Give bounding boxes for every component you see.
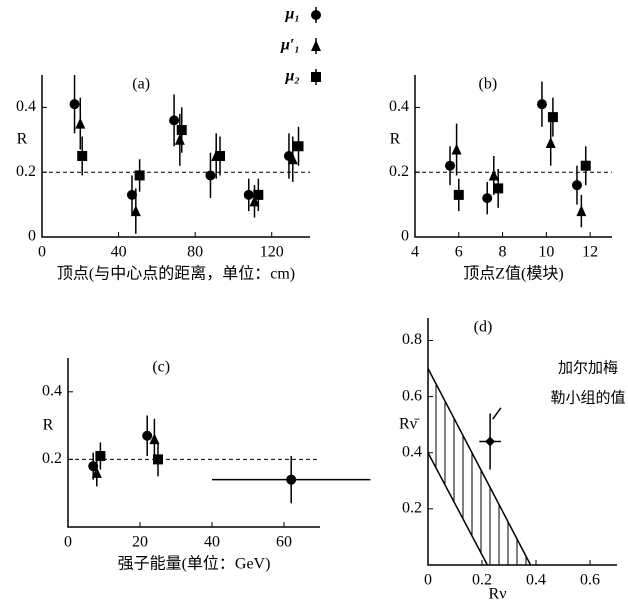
- marker: [482, 193, 493, 204]
- y-tick-label: 0.8: [402, 331, 422, 348]
- legend-label: μ′₁: [280, 37, 300, 54]
- marker: [536, 99, 547, 110]
- y-tick-label: 0.2: [389, 163, 409, 180]
- x-axis-label: 强子能量(单位：GeV): [118, 555, 271, 573]
- band-edge: [427, 452, 489, 566]
- marker: [445, 160, 456, 171]
- panel-label: (a): [132, 76, 150, 93]
- marker: [451, 143, 462, 155]
- legend-label: μ₂: [285, 68, 300, 85]
- marker: [91, 466, 102, 478]
- x-tick-label: 0: [38, 244, 46, 261]
- marker: [453, 189, 464, 200]
- marker: [126, 189, 137, 200]
- band-edge: [427, 368, 532, 566]
- x-tick-label: 6: [455, 244, 463, 261]
- marker: [580, 160, 591, 171]
- x-tick-label: 40: [204, 534, 220, 551]
- marker: [75, 117, 86, 129]
- y-tick-label: 0.4: [402, 443, 422, 460]
- x-tick-label: 4: [411, 244, 419, 261]
- y-tick-label: 0.2: [402, 500, 422, 517]
- y-tick-label: 0.4: [389, 98, 409, 115]
- x-tick-label: 0: [64, 534, 72, 551]
- marker: [205, 170, 216, 181]
- marker: [88, 461, 99, 472]
- x-tick-label: 60: [276, 534, 292, 551]
- panel-label: (d): [474, 319, 493, 336]
- x-axis-label: 顶点(与中心点的距离，单位：cm): [57, 265, 295, 283]
- marker: [130, 205, 141, 217]
- x-tick-label: 8: [499, 244, 507, 261]
- marker: [142, 430, 153, 441]
- marker: [293, 141, 304, 152]
- y-axis-label: R: [390, 130, 401, 147]
- y-tick-label: 0.6: [402, 387, 422, 404]
- marker: [571, 180, 582, 191]
- y-axis-label: R: [43, 416, 54, 433]
- annotation: 勒小组的值: [550, 389, 625, 407]
- marker: [174, 133, 185, 145]
- x-tick-label: 20: [132, 534, 148, 551]
- x-axis-label: Rν: [489, 586, 507, 602]
- y-tick-label: 0.2: [16, 163, 36, 180]
- marker: [253, 189, 264, 200]
- axes: [67, 358, 320, 528]
- marker: [493, 183, 504, 194]
- arrow: [492, 407, 502, 420]
- y-axis-label: R: [17, 130, 28, 147]
- marker: [547, 112, 558, 123]
- x-tick-label: 0.4: [526, 572, 546, 589]
- x-tick-label: 0.2: [472, 572, 492, 589]
- marker: [243, 189, 254, 200]
- marker: [485, 436, 496, 447]
- y-tick-label: 0.2: [42, 450, 62, 467]
- marker: [134, 170, 145, 181]
- x-tick-label: 40: [111, 244, 127, 261]
- y-tick-label: 0: [28, 228, 36, 245]
- x-tick-label: 0.6: [580, 572, 600, 589]
- marker: [153, 454, 163, 465]
- marker: [95, 451, 106, 462]
- y-tick-label: 0.4: [16, 98, 36, 115]
- annotation: 加尔加梅: [558, 359, 618, 377]
- marker: [215, 151, 226, 161]
- marker: [286, 474, 297, 485]
- y-tick-label: 0: [401, 228, 409, 245]
- legend-label: μ₁: [285, 6, 300, 23]
- marker: [149, 433, 160, 445]
- marker: [287, 153, 298, 165]
- x-tick-label: 120: [260, 244, 284, 261]
- marker: [545, 137, 556, 149]
- x-axis-label: 顶点Z值(模块): [463, 265, 563, 283]
- panel-label: (c): [152, 359, 170, 376]
- y-axis-label: Rν̄: [399, 415, 420, 432]
- x-tick-label: 80: [187, 244, 203, 261]
- panel-label: (b): [479, 76, 498, 93]
- marker: [249, 195, 260, 207]
- marker: [77, 151, 88, 161]
- x-tick-label: 10: [538, 244, 554, 261]
- marker: [576, 205, 587, 217]
- x-tick-label: 12: [582, 244, 598, 261]
- y-tick-label: 0.4: [42, 382, 62, 399]
- marker: [176, 125, 187, 136]
- marker: [69, 99, 80, 110]
- x-tick-label: 0: [424, 572, 432, 589]
- marker: [488, 169, 499, 181]
- marker: [169, 115, 180, 126]
